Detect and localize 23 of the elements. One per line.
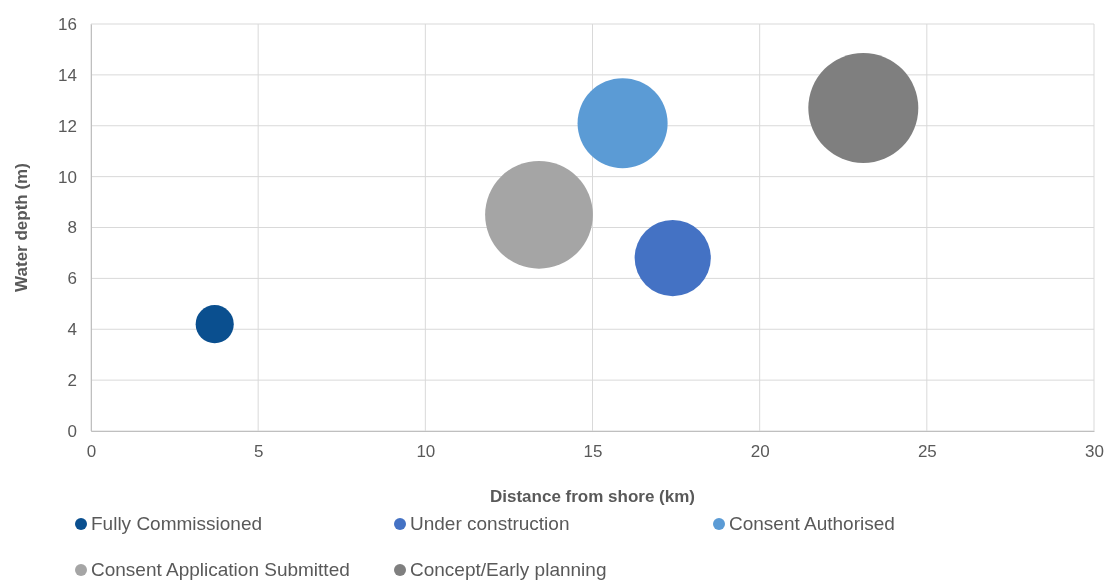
legend-label: Under construction	[410, 513, 570, 534]
y-tick-label: 0	[67, 421, 77, 441]
legend-label: Consent Authorised	[729, 513, 895, 534]
y-tick-label: 4	[67, 320, 77, 340]
y-tick-label: 8	[67, 218, 77, 238]
legend-label: Concept/Early planning	[410, 559, 607, 580]
x-tick-label: 5	[253, 442, 264, 462]
y-tick-label: 12	[58, 116, 77, 136]
legend-label: Fully Commissioned	[91, 513, 263, 534]
y-tick-label: 6	[67, 269, 77, 289]
x-tick-label: 0	[86, 442, 97, 462]
x-tick-label: 25	[917, 442, 937, 462]
x-tick-label: 20	[750, 442, 770, 462]
x-axis-title: Distance from shore (km)	[490, 487, 695, 506]
y-axis-title: Water depth (m)	[12, 163, 31, 292]
x-tick-label: 10	[416, 442, 436, 462]
y-tick-label: 14	[58, 65, 77, 85]
y-tick-label: 10	[58, 167, 77, 187]
y-tick-label: 16	[58, 14, 77, 34]
y-tick-label: 2	[67, 371, 77, 391]
x-tick-label: 30	[1085, 442, 1104, 462]
legend-label: Consent Application Submitted	[91, 559, 350, 580]
x-tick-label: 15	[583, 442, 603, 462]
